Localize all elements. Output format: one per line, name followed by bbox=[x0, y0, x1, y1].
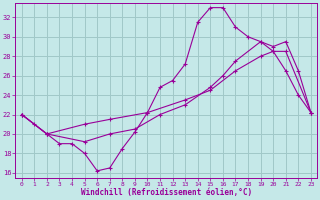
X-axis label: Windchill (Refroidissement éolien,°C): Windchill (Refroidissement éolien,°C) bbox=[81, 188, 252, 197]
